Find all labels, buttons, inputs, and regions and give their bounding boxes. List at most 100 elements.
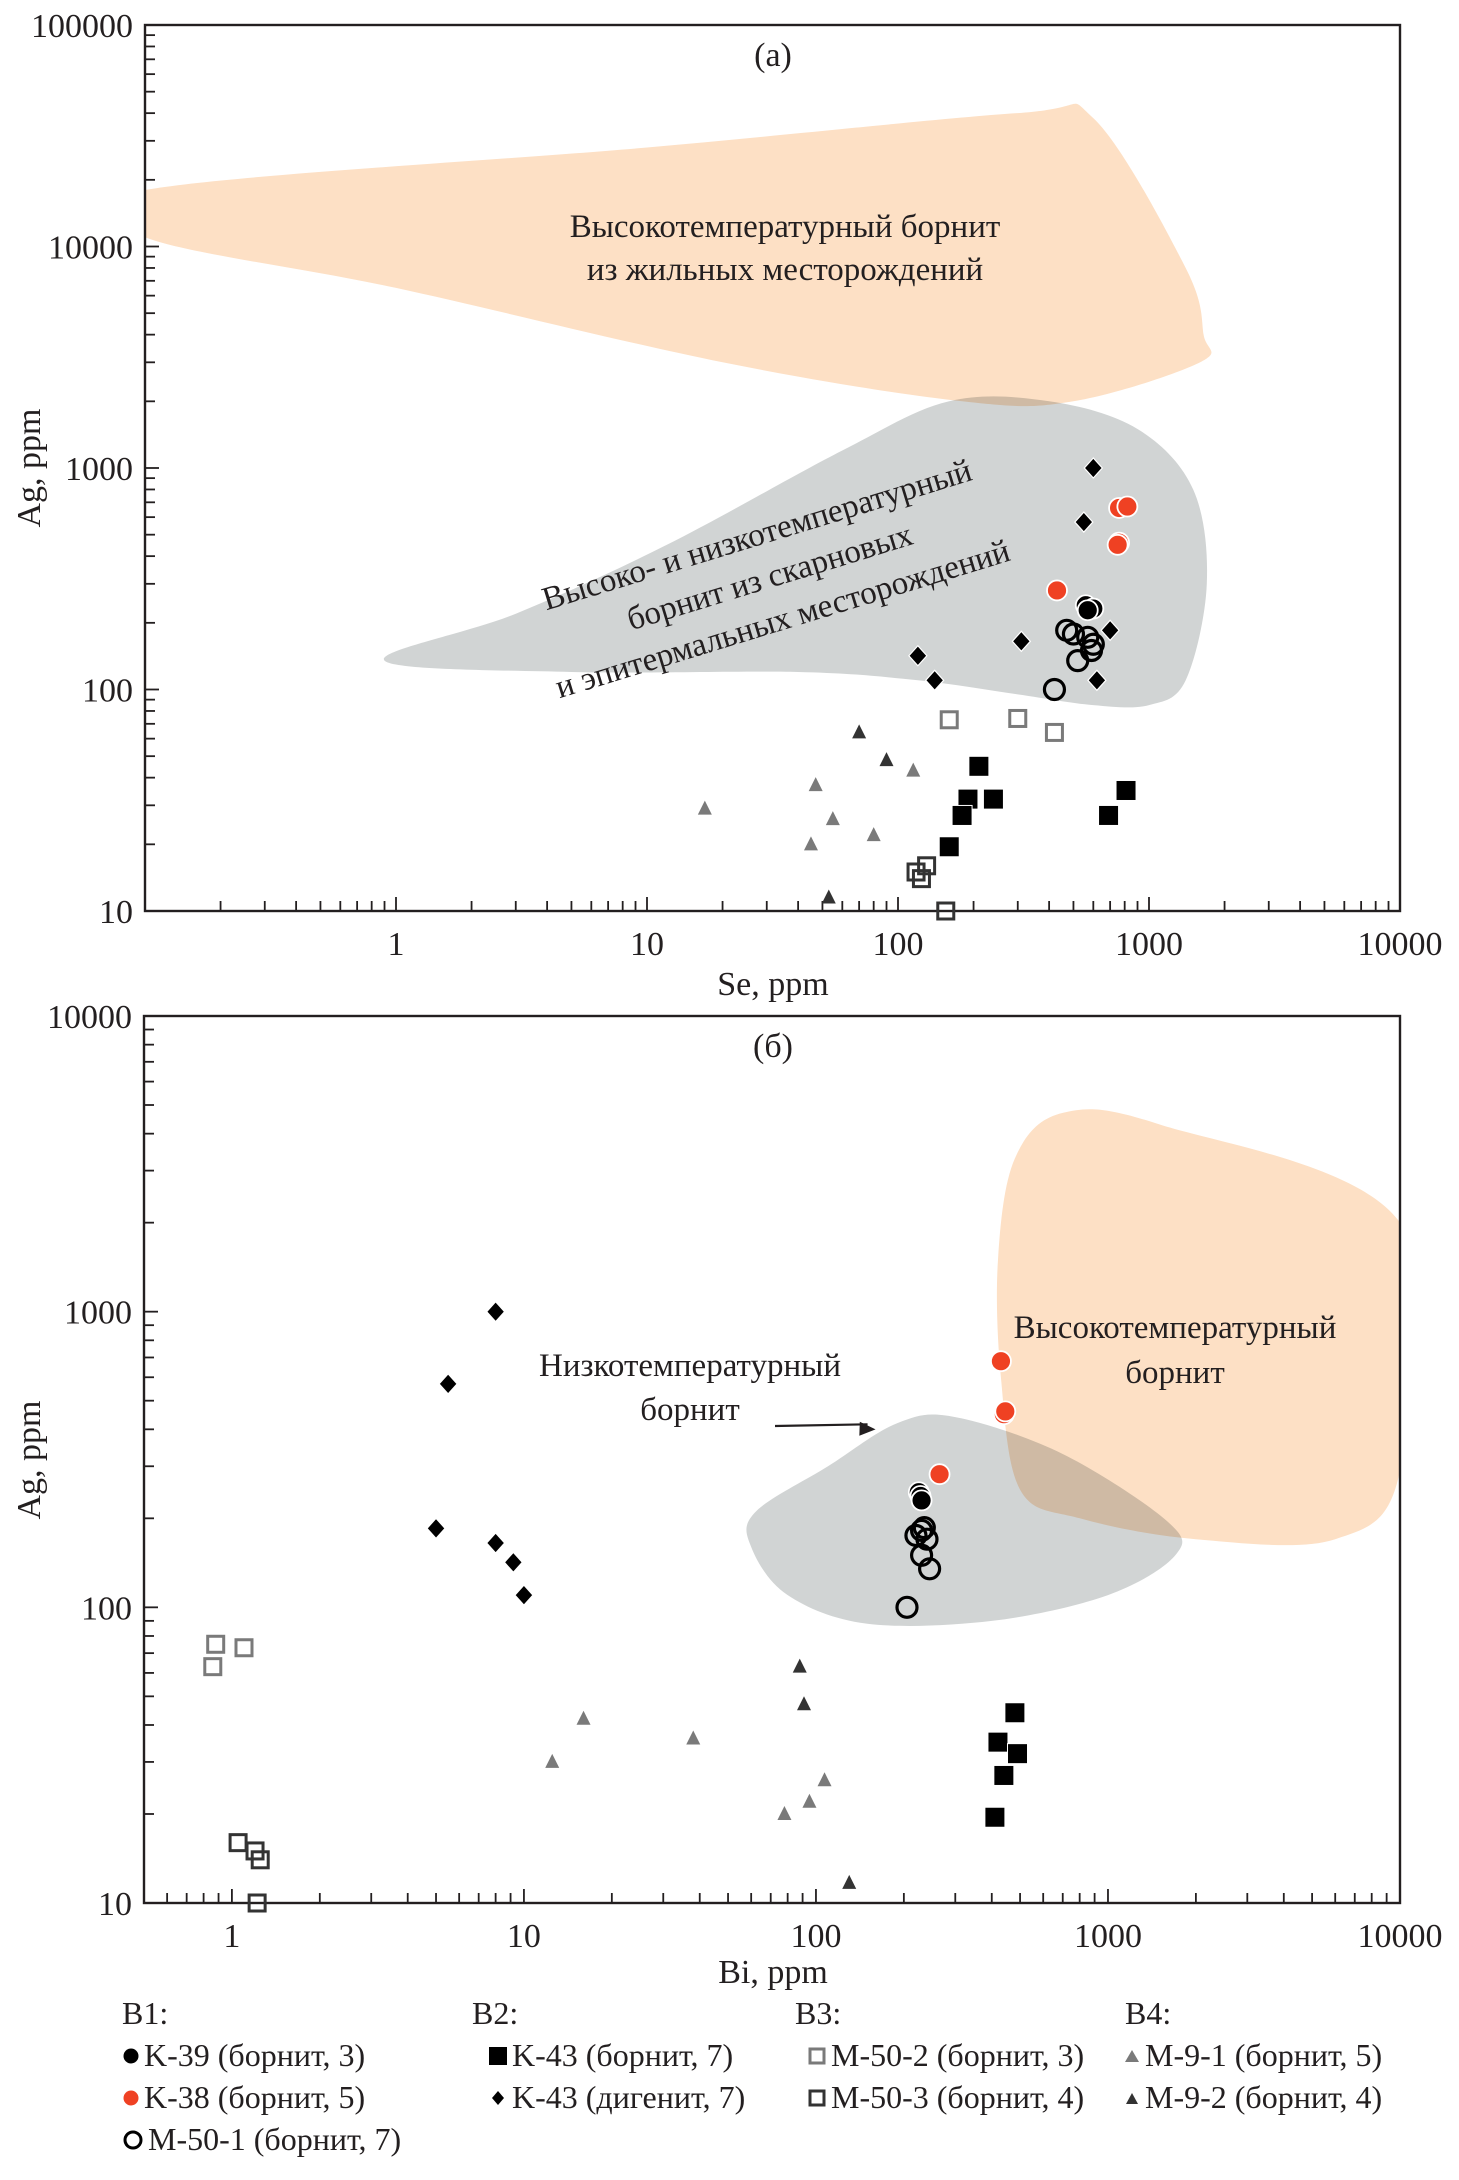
- data-point: [796, 1696, 811, 1711]
- x-tick-label: 10000: [1358, 1918, 1443, 1955]
- series-k-38-5-: [928, 1350, 1017, 1486]
- region-label-line: борнит: [1125, 1355, 1225, 1391]
- series-m-50-1-7-: [895, 1516, 942, 1619]
- data-point: [514, 1584, 534, 1606]
- x-axis-title: Bi, ppm: [718, 1954, 828, 1991]
- panel-label: (б): [753, 1028, 793, 1065]
- y-tick-label: 10000: [48, 230, 133, 267]
- y-tick-label: 100: [81, 1590, 132, 1627]
- data-point: [879, 752, 894, 767]
- data-point: [842, 1874, 857, 1889]
- x-tick-label: 1: [388, 926, 405, 963]
- data-point: [485, 1532, 506, 1554]
- y-tick-label: 10: [99, 894, 133, 931]
- dark-open-square-marker-icon: [808, 2089, 826, 2106]
- data-point: [234, 1638, 254, 1658]
- data-point: [911, 869, 931, 889]
- series-m-9-1-5-: [697, 762, 921, 851]
- data-point: [817, 1772, 832, 1787]
- data-point: [910, 1489, 933, 1512]
- annotation-line: борнит: [640, 1392, 740, 1428]
- legend-item: M-9-1 (борнит, 5): [1123, 2037, 1382, 2074]
- data-point: [906, 762, 921, 777]
- legend-item: K-38 (борнит, 5): [122, 2079, 365, 2116]
- arrow-head-icon: [859, 1421, 876, 1436]
- data-point: [908, 644, 928, 667]
- data-point: [792, 1658, 807, 1673]
- legend-group-title: B4:: [1125, 1995, 1172, 2031]
- high-temperature-field: [145, 103, 1212, 407]
- legend-item: M-50-1 (борнит, 7): [122, 2121, 401, 2158]
- data-point: [984, 1806, 1006, 1828]
- data-point: [808, 777, 823, 792]
- series-m-50-1-7-: [1042, 618, 1105, 702]
- data-point: [912, 1516, 936, 1540]
- data-point: [990, 1350, 1012, 1373]
- series-m-9-2-4-: [821, 724, 894, 904]
- plot-frame: [142, 1014, 1402, 1905]
- series-k-43-7-: [938, 755, 1137, 858]
- data-point: [1106, 533, 1129, 556]
- data-point: [994, 1400, 1017, 1423]
- data-point: [438, 1372, 458, 1395]
- data-point: [1116, 495, 1139, 518]
- data-point: [206, 1634, 226, 1654]
- legend-label: M-9-1 (борнит, 5): [1145, 2037, 1383, 2073]
- x-tick-label: 10000: [1358, 926, 1443, 963]
- y-tick-label: 10000: [47, 999, 132, 1036]
- data-point: [895, 1595, 919, 1619]
- data-point: [1076, 599, 1099, 622]
- y-tick-label: 1000: [64, 1295, 132, 1332]
- region-label: Высокотемпературный борнит из жильных мес…: [570, 209, 1001, 288]
- data-point: [802, 1793, 817, 1808]
- high-temperature-field: [996, 1109, 1400, 1546]
- legend-group-title: B1:: [122, 1995, 169, 2031]
- low-temperature-field: [746, 1414, 1183, 1626]
- series-m-9-2-4-: [792, 1658, 857, 1889]
- open-circle-marker-icon: [123, 2130, 143, 2149]
- data-point: [1083, 457, 1104, 479]
- annotation-label: Низкотемпературный борнит: [539, 1348, 841, 1428]
- legend-item: M-9-2 (борнит, 4): [1123, 2079, 1382, 2116]
- series-m-50-2-3-: [939, 708, 1064, 742]
- annotation-line: Низкотемпературный: [539, 1348, 841, 1384]
- x-axis-title: Se, ppm: [717, 966, 828, 1003]
- data-point: [938, 836, 960, 858]
- data-point: [203, 1657, 223, 1677]
- annotation-arrow-line: [774, 1423, 868, 1428]
- data-point: [993, 1764, 1015, 1786]
- filled-diamond-marker-icon: [492, 2090, 504, 2105]
- data-point: [951, 804, 973, 826]
- data-point: [1061, 622, 1086, 646]
- data-point: [803, 836, 818, 851]
- low-temperature-field: [383, 396, 1208, 708]
- legend-label: K-43 (борнит, 7): [512, 2037, 734, 2073]
- series-m-50-2-3-: [203, 1634, 254, 1677]
- data-point: [928, 1463, 951, 1486]
- data-point: [917, 856, 937, 876]
- data-point: [852, 724, 867, 739]
- x-tick-label: 100: [873, 926, 924, 963]
- y-tick-label: 100: [82, 673, 133, 710]
- red-circle-marker-icon: [123, 2090, 139, 2105]
- legend-group-title: B2:: [472, 1995, 519, 2031]
- region-label-line: Высокотемпературный борнит: [570, 209, 1001, 245]
- data-point: [697, 800, 712, 815]
- panel-b-chart: Высокотемпературный борнитНизкотемператур…: [11, 999, 1443, 1991]
- y-tick-label: 10: [98, 1886, 132, 1923]
- region-label-line: из жильных месторождений: [587, 252, 983, 288]
- data-point: [821, 889, 836, 904]
- legend-label: M-50-3 (борнит, 4): [831, 2079, 1085, 2115]
- data-point: [1007, 1743, 1029, 1765]
- x-tick-label: 10: [507, 1918, 541, 1955]
- data-point: [576, 1710, 591, 1725]
- gray-open-square-marker-icon: [808, 2047, 826, 2064]
- data-point: [1042, 677, 1067, 702]
- series-k-43-7-: [908, 457, 1120, 692]
- data-point: [1044, 722, 1064, 742]
- data-point: [936, 901, 956, 921]
- y-axis-title: Ag, ppm: [11, 1401, 48, 1520]
- legend-item: M-50-3 (борнит, 4): [807, 2079, 1084, 2116]
- legend-item: K-39 (борнит, 3): [122, 2037, 365, 2074]
- legend-label: M-9-2 (борнит, 4): [1145, 2079, 1383, 2115]
